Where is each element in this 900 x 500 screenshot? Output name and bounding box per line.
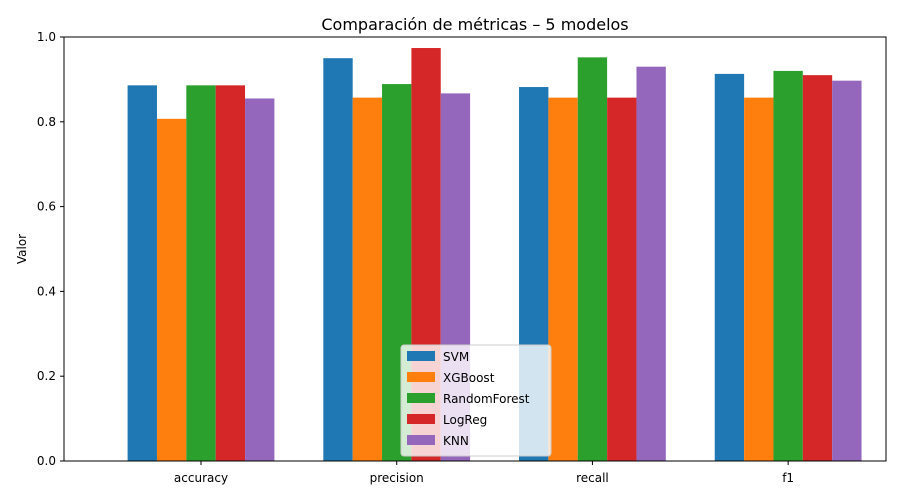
y-tick-label: 0.0 (37, 454, 56, 468)
legend-label: XGBoost (443, 371, 495, 385)
bar (744, 97, 774, 461)
bar (323, 58, 353, 461)
x-tick-label: f1 (782, 471, 794, 485)
y-tick-label: 0.6 (37, 200, 56, 214)
ticks-layer: accuracy precision recall f1 0.0 0.2 0.4 0.6 0.8… (37, 30, 794, 485)
bar (548, 97, 578, 461)
legend-box (400, 344, 552, 457)
y-tick-label: 0.2 (37, 369, 56, 383)
bar (156, 118, 187, 461)
legend-swatch (407, 372, 435, 382)
chart-title: Comparación de métricas – 5 modelos (321, 15, 628, 34)
bar (607, 97, 637, 461)
y-tick-label: 0.4 (37, 284, 56, 298)
bar (577, 57, 608, 462)
bar (186, 85, 216, 461)
legend-swatch (407, 414, 435, 424)
legend-label: RandomForest (443, 392, 530, 406)
x-tick-label: accuracy (174, 471, 228, 485)
bar (245, 98, 275, 461)
y-tick-label: 0.8 (37, 115, 56, 129)
bar (832, 80, 862, 461)
legend-label: LogReg (443, 413, 487, 427)
bar (352, 97, 383, 461)
legend-swatch (407, 393, 435, 403)
bars-layer (127, 48, 862, 462)
plot-frame (63, 36, 887, 462)
bar (714, 73, 745, 461)
legend-swatch (407, 435, 435, 445)
y-tick-label: 1.0 (37, 30, 56, 44)
bar (802, 75, 833, 461)
x-tick-label: recall (576, 471, 609, 485)
legend-label: SVM (443, 350, 469, 364)
x-tick-label: precision (370, 471, 424, 485)
legend-label: KNN (443, 434, 469, 448)
y-axis-label: Valor (15, 234, 29, 264)
bar (215, 85, 246, 461)
bar (773, 70, 803, 462)
bar (127, 85, 157, 461)
legend: SVM XGBoost RandomForest LogReg KNN (400, 344, 552, 457)
bar (636, 66, 666, 462)
legend-swatch (407, 351, 435, 361)
